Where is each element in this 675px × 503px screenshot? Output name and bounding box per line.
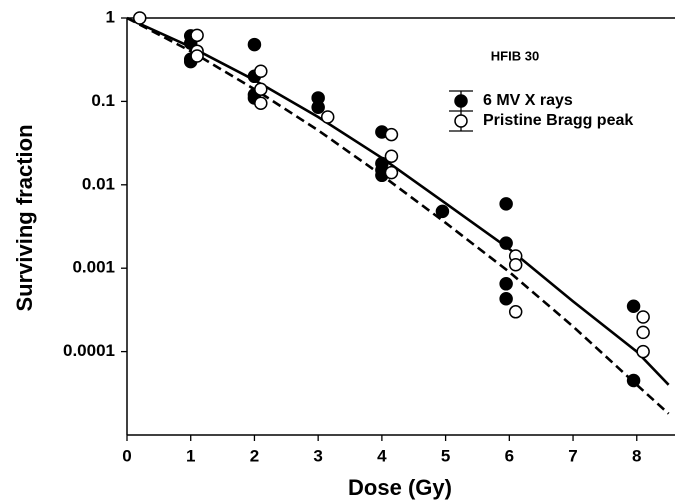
y-tick-label: 0.001: [72, 258, 115, 277]
data-point: [384, 127, 399, 142]
data-point: [636, 344, 650, 359]
data-point: [508, 305, 523, 319]
data-point: [508, 257, 523, 272]
x-tick-label: 3: [313, 446, 322, 465]
y-tick-label: 1: [106, 7, 115, 26]
x-tick-label: 5: [441, 446, 450, 465]
data-point: [254, 82, 268, 96]
data-point: [499, 236, 513, 250]
data-point: [499, 292, 513, 306]
annotation: HFIB 30: [491, 48, 539, 63]
x-tick-label: 4: [377, 446, 387, 465]
data-point: [254, 96, 268, 111]
x-tick-label: 0: [122, 446, 131, 465]
legend-marker: [454, 114, 468, 128]
x-axis-label: Dose (Gy): [348, 475, 452, 500]
fit-curve: [126, 16, 670, 415]
data-point: [254, 64, 268, 78]
x-tick-label: 6: [505, 446, 514, 465]
data-point: [499, 197, 513, 211]
data-point: [311, 100, 325, 115]
data-point: [499, 277, 513, 291]
y-tick-label: 0.1: [91, 91, 115, 110]
data-point: [626, 299, 641, 313]
y-tick-label: 0.0001: [63, 341, 115, 360]
y-axis-label: Surviving fraction: [12, 124, 37, 311]
legend-label: Pristine Bragg peak: [483, 112, 633, 129]
x-tick-label: 1: [186, 446, 195, 465]
y-tick-label: 0.01: [82, 174, 115, 193]
data-point: [636, 325, 650, 340]
x-tick-label: 8: [632, 446, 641, 465]
data-point: [626, 373, 641, 388]
legend-label: 6 MV X rays: [483, 92, 573, 109]
x-tick-label: 7: [568, 446, 577, 465]
data-point: [384, 165, 399, 180]
data-point: [636, 310, 650, 324]
data-point: [132, 11, 147, 25]
data-point: [320, 110, 335, 124]
x-tick-label: 2: [250, 446, 259, 465]
fit-curve: [126, 16, 670, 386]
data-point: [190, 49, 204, 63]
data-point: [190, 28, 204, 43]
data-point: [247, 37, 262, 52]
legend-marker: [454, 94, 468, 108]
data-point: [435, 204, 450, 219]
data-point: [384, 149, 399, 163]
